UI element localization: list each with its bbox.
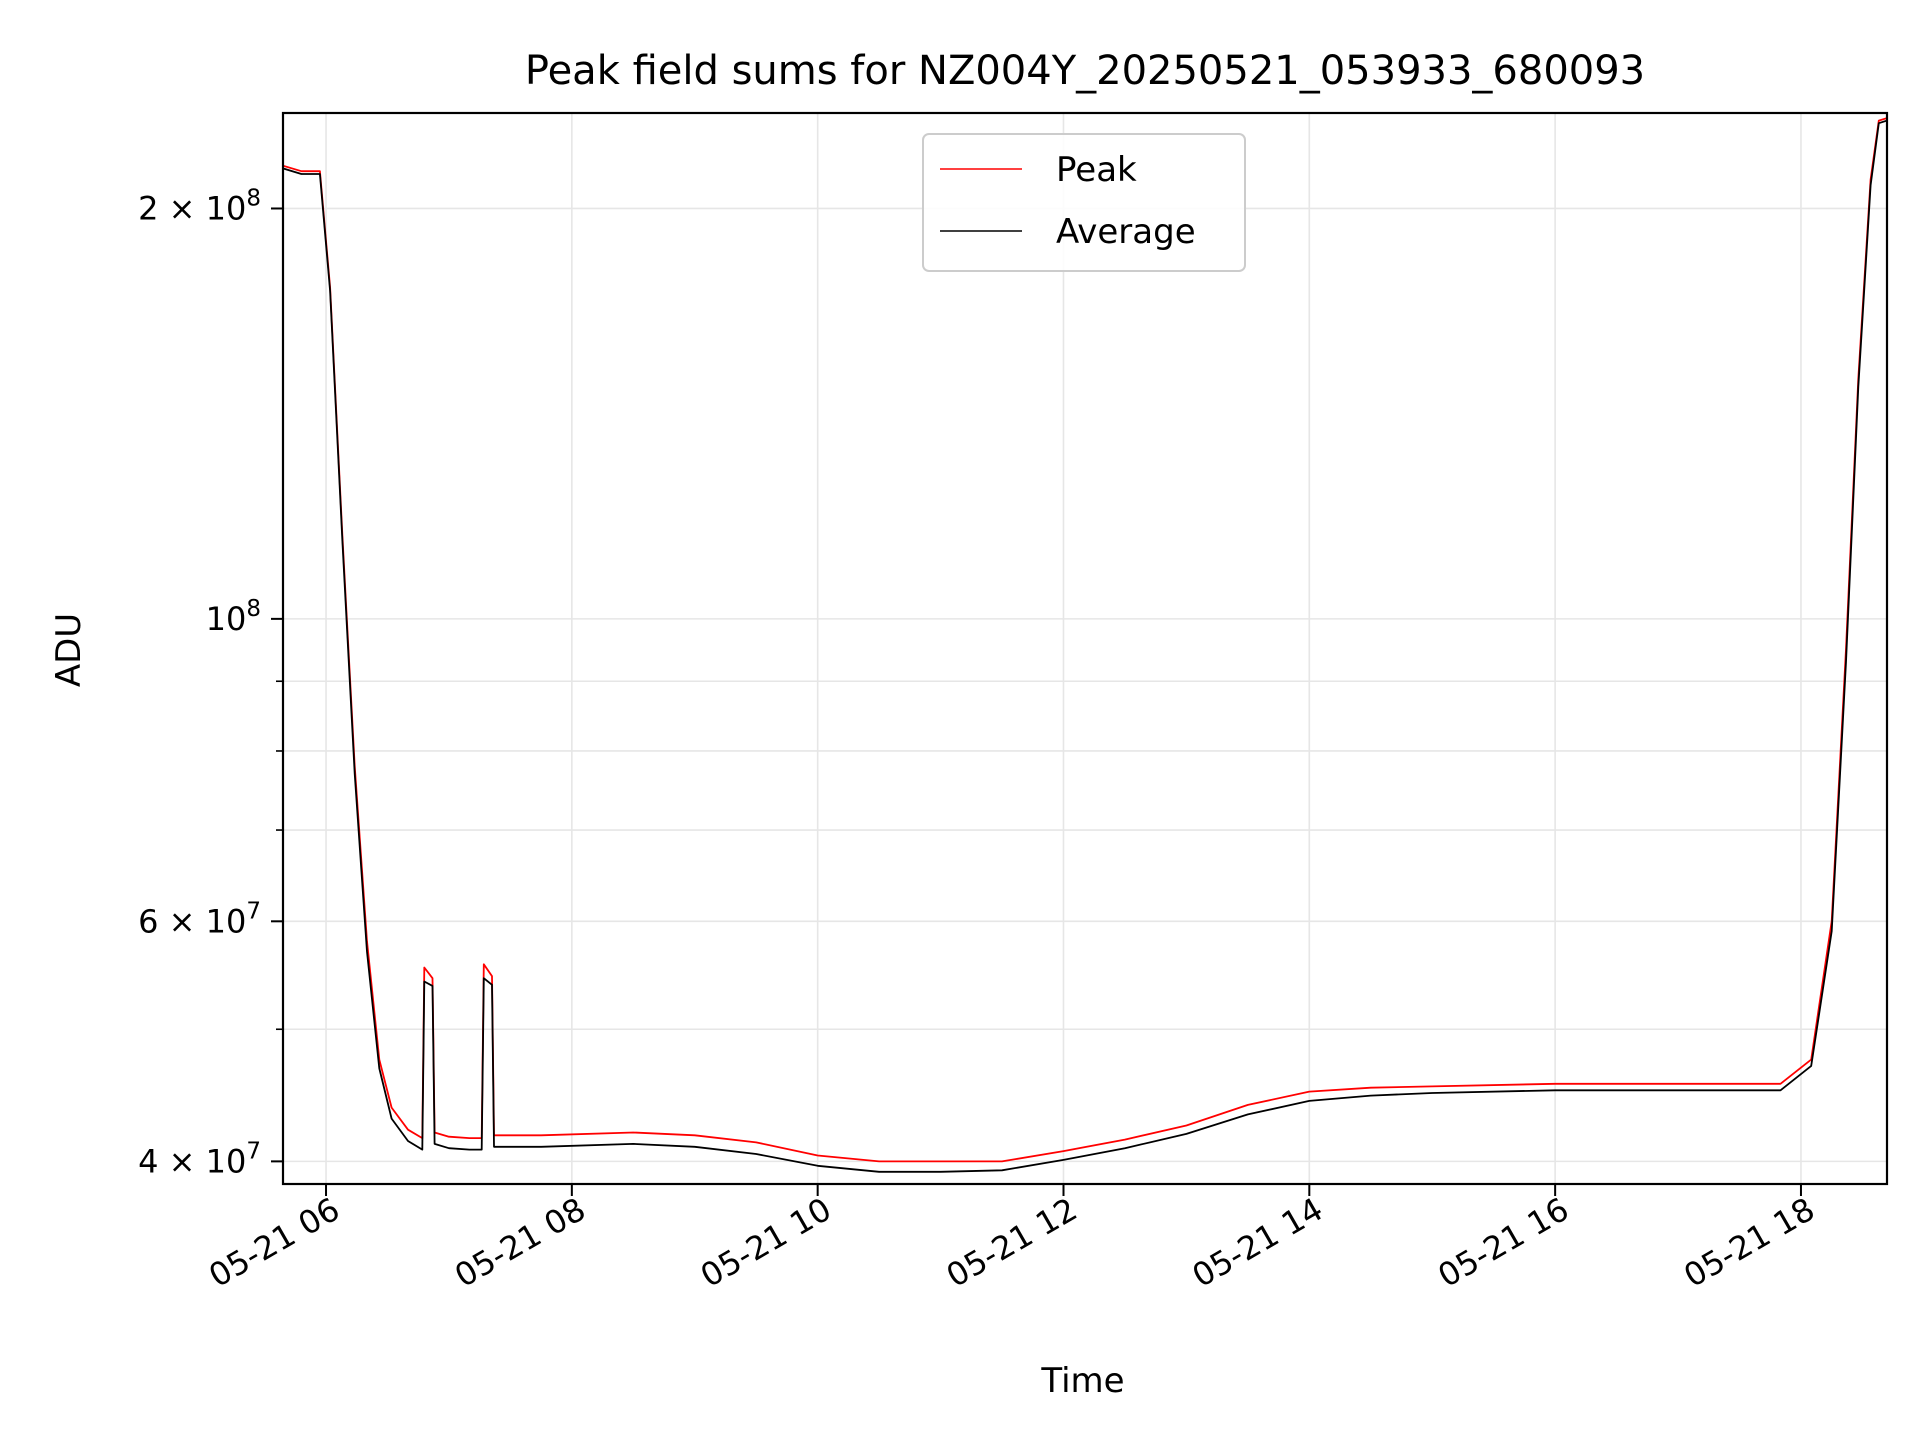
y-tick-label: 4 × 107: [138, 1138, 261, 1180]
legend: Peak Average: [922, 133, 1246, 272]
y-tick-label: 2 × 108: [138, 185, 261, 227]
y-tick-label: 6 × 107: [138, 898, 261, 940]
y-axis: 4 × 107 6 × 107 108 2 × 108: [138, 185, 283, 1180]
legend-label-average: Average: [1056, 212, 1196, 252]
x-axis-label: Time: [1040, 1361, 1124, 1401]
chart-title: Peak field sums for NZ004Y_20250521_0539…: [525, 48, 1645, 94]
series-line-average: [283, 119, 1887, 1173]
y-axis-label: ADU: [49, 613, 89, 687]
y-tick-label: 108: [206, 596, 261, 638]
legend-label-peak: Peak: [1056, 150, 1137, 190]
plot-frame: [281, 111, 1889, 1186]
series-layer: [283, 117, 1887, 1173]
series-line-peak: [283, 117, 1887, 1163]
